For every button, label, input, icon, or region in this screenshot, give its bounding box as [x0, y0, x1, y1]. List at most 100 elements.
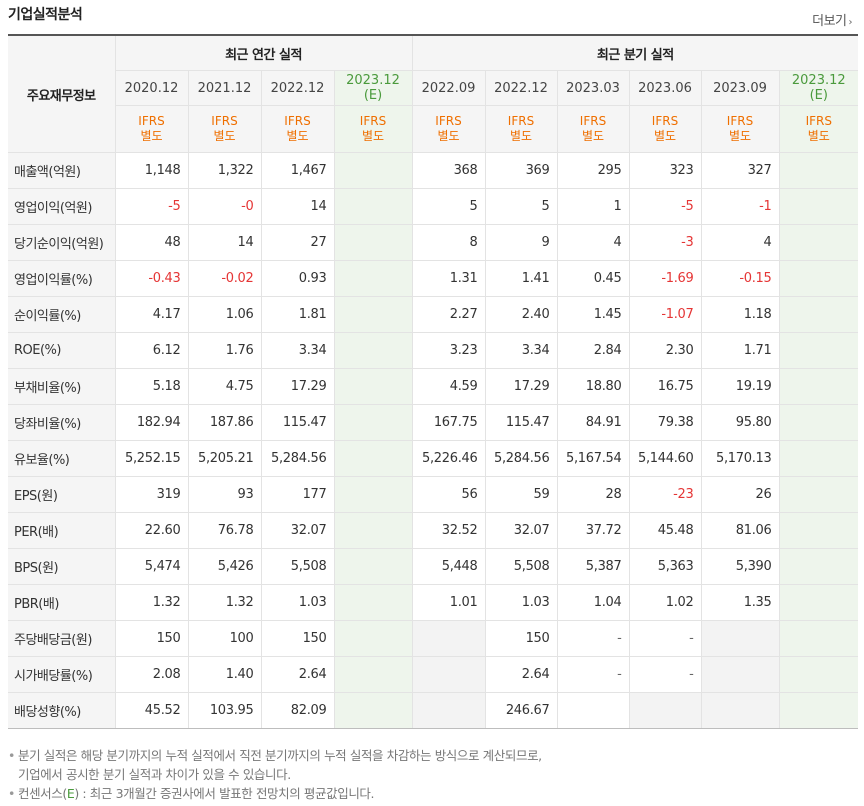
value-cell: 81.06 — [701, 512, 780, 549]
ifrs-header: IFRS 별도 — [261, 105, 335, 153]
value-cell — [779, 296, 859, 333]
footnote-2-prefix: 컨센서스( — [17, 786, 67, 801]
value-cell: 5.18 — [115, 368, 189, 405]
value-cell: 16.75 — [629, 368, 702, 405]
table-row: 순이익률(%) 4.17 1.06 1.81 2.27 2.40 1.45 -1.07 1.18 — [8, 296, 859, 333]
value-cell: 177 — [261, 476, 335, 513]
value-cell: 3.34 — [485, 332, 558, 369]
value-cell — [779, 512, 859, 549]
value-cell: 17.29 — [261, 368, 335, 405]
value-cell — [411, 692, 486, 729]
value-cell — [334, 260, 413, 297]
value-cell: -1 — [701, 188, 780, 225]
ifrs-header: IFRS 별도 — [411, 105, 486, 153]
value-cell: 4.17 — [115, 296, 189, 333]
group-header-quarterly: 최근 분기 실적 — [411, 34, 859, 71]
value-cell: 45.48 — [629, 512, 702, 549]
table-row: 매출액(억원) 1,148 1,322 1,467 368 369 295 323 327 — [8, 152, 859, 189]
row-label: 순이익률(%) — [8, 296, 116, 333]
row-label: 영업이익(억원) — [8, 188, 116, 225]
ifrs-label: IFRS — [138, 114, 165, 128]
period-header: 2023.03 — [557, 70, 630, 106]
estimate-marker: (E) — [363, 88, 383, 103]
table-row: 부채비율(%) 5.18 4.75 17.29 4.59 17.29 18.80 16.75 1… — [8, 368, 859, 405]
value-cell — [629, 692, 702, 729]
value-cell: 246.67 — [485, 692, 558, 729]
value-cell: 182.94 — [115, 404, 189, 441]
ifrs-sub-label: 별도 — [509, 129, 533, 143]
ifrs-sub-label: 별도 — [581, 129, 605, 143]
value-cell: 4.59 — [411, 368, 486, 405]
value-cell: 0.93 — [261, 260, 335, 297]
period-label: 2022.12 — [494, 80, 548, 96]
value-cell: 368 — [411, 152, 486, 189]
value-cell — [779, 404, 859, 441]
value-cell — [701, 692, 780, 729]
value-cell: 1,148 — [115, 152, 189, 189]
value-cell: 150 — [115, 620, 189, 657]
period-label: 2021.12 — [197, 80, 252, 96]
table-row: PBR(배) 1.32 1.32 1.03 1.01 1.03 1.04 1.02 1.35 — [8, 584, 859, 621]
period-header: 2020.12 — [115, 70, 189, 106]
more-link[interactable]: 더보기 › — [812, 10, 852, 29]
table-row: 당좌비율(%) 182.94 187.86 115.47 167.75 115.47 84.… — [8, 404, 859, 441]
value-cell — [779, 332, 859, 369]
period-label: 2023.12 — [346, 73, 400, 88]
value-cell — [334, 224, 413, 261]
value-cell: 4.75 — [188, 368, 262, 405]
value-cell: 5,508 — [485, 548, 558, 585]
value-cell: 93 — [188, 476, 262, 513]
ifrs-label: IFRS — [359, 114, 387, 128]
value-cell: 1.32 — [188, 584, 262, 621]
row-label: 주당배당금(원) — [8, 620, 116, 657]
ifrs-header: IFRS 별도 — [115, 105, 189, 153]
value-cell: 1.03 — [261, 584, 335, 621]
period-header: 2023.12 (E) — [779, 70, 859, 106]
value-cell — [334, 332, 413, 369]
value-cell — [779, 476, 859, 513]
value-cell: 1.45 — [557, 296, 630, 333]
value-cell: - — [629, 620, 702, 657]
row-label: 당기순이익(억원) — [8, 224, 116, 261]
group-header-annual: 최근 연간 실적 — [115, 34, 413, 71]
period-label: 2023.12 — [791, 73, 846, 88]
value-cell: 150 — [261, 620, 335, 657]
table-row: BPS(원) 5,474 5,426 5,508 5,448 5,508 5,387 5,36… — [8, 548, 859, 585]
value-cell: 295 — [557, 152, 630, 189]
value-cell: 115.47 — [485, 404, 558, 441]
value-cell: 150 — [485, 620, 558, 657]
value-cell — [779, 260, 859, 297]
value-cell: - — [629, 656, 702, 693]
table-row: 배당성향(%) 45.52 103.95 82.09 246.67 — [8, 692, 859, 729]
ifrs-header: IFRS 별도 — [188, 105, 262, 153]
value-cell — [334, 548, 413, 585]
value-cell: 5,144.60 — [629, 440, 702, 477]
value-cell: 1.32 — [115, 584, 189, 621]
value-cell: 5,170.13 — [701, 440, 780, 477]
period-header: 2022.12 — [485, 70, 558, 106]
value-cell — [334, 476, 413, 513]
value-cell — [411, 656, 486, 693]
value-cell: 1.31 — [411, 260, 486, 297]
value-cell: 3.34 — [261, 332, 335, 369]
value-cell — [334, 440, 413, 477]
value-cell: 1.35 — [701, 584, 780, 621]
value-cell — [334, 368, 413, 405]
value-cell: 18.80 — [557, 368, 630, 405]
value-cell: 4 — [701, 224, 780, 261]
value-cell — [334, 692, 413, 729]
value-cell: 5,508 — [261, 548, 335, 585]
value-cell: - — [557, 620, 630, 657]
row-label: 매출액(억원) — [8, 152, 116, 189]
section-title: 기업실적분석 — [8, 7, 83, 23]
value-cell: 56 — [411, 476, 486, 513]
period-header: 2021.12 — [188, 70, 262, 106]
value-cell: -0.15 — [701, 260, 780, 297]
value-cell: 1.18 — [701, 296, 780, 333]
value-cell: 5,252.15 — [115, 440, 189, 477]
value-cell — [779, 440, 859, 477]
value-cell — [701, 656, 780, 693]
value-cell: 14 — [261, 188, 335, 225]
table-row: 영업이익률(%) -0.43 -0.02 0.93 1.31 1.41 0.45 -1.69-… — [8, 260, 859, 297]
ifrs-sub-label: 별도 — [653, 129, 677, 143]
